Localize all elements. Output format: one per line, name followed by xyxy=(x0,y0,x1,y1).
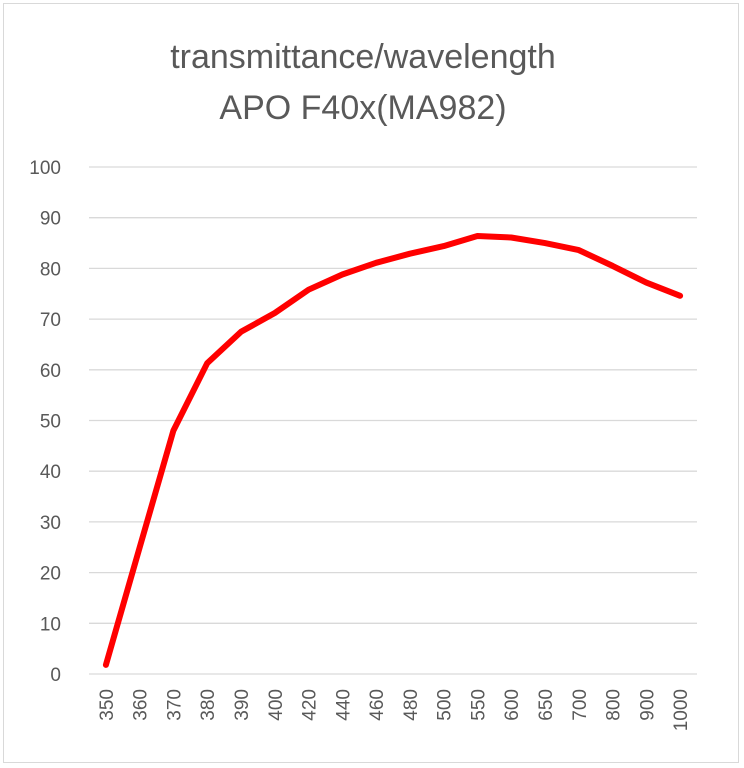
y-tick-label: 90 xyxy=(40,209,61,230)
chart-title-line-1: transmittance/wavelength xyxy=(170,38,556,76)
y-tick-label: 30 xyxy=(40,513,61,534)
x-tick-label: 420 xyxy=(300,689,321,721)
x-tick-label: 460 xyxy=(367,689,388,721)
y-tick-label: 10 xyxy=(40,614,61,635)
x-tick-label: 600 xyxy=(502,689,523,721)
chart-title-line-2: APO F40x(MA982) xyxy=(219,89,506,127)
x-tick-label: 480 xyxy=(401,689,422,721)
x-tick-label: 370 xyxy=(164,689,185,721)
x-tick-label: 440 xyxy=(333,689,354,721)
y-tick-label: 70 xyxy=(40,310,61,331)
y-tick-label: 20 xyxy=(40,564,61,585)
x-tick-label: 700 xyxy=(570,689,591,721)
y-tick-label: 80 xyxy=(40,259,61,280)
data-series xyxy=(102,233,684,668)
y-tick-label: 60 xyxy=(40,361,61,382)
gridlines xyxy=(89,166,697,675)
x-tick-label: 350 xyxy=(97,689,118,721)
x-tick-label: 650 xyxy=(536,689,557,721)
x-tick-label: 550 xyxy=(468,689,489,721)
x-tick-label: 900 xyxy=(637,689,658,721)
x-tick-label: 1000 xyxy=(671,689,692,731)
y-axis-tick-labels: 0 10 20 30 40 50 60 70 80 90 100 xyxy=(29,158,61,686)
y-tick-label: 100 xyxy=(29,158,61,179)
y-tick-label: 50 xyxy=(40,412,61,433)
x-tick-label: 500 xyxy=(435,689,456,721)
x-tick-label: 800 xyxy=(604,689,625,721)
x-axis-tick-labels: 350 360 370 380 390 400 420 440 460 480 500 550 600 6… xyxy=(97,689,692,731)
x-tick-label: 400 xyxy=(266,689,287,721)
y-tick-label: 40 xyxy=(40,462,61,483)
series-line-0 xyxy=(102,233,684,668)
chart-area xyxy=(3,3,739,763)
x-tick-label: 360 xyxy=(131,689,152,721)
x-tick-label: 380 xyxy=(198,689,219,721)
x-tick-label: 390 xyxy=(232,689,253,721)
y-tick-label: 0 xyxy=(50,665,61,686)
